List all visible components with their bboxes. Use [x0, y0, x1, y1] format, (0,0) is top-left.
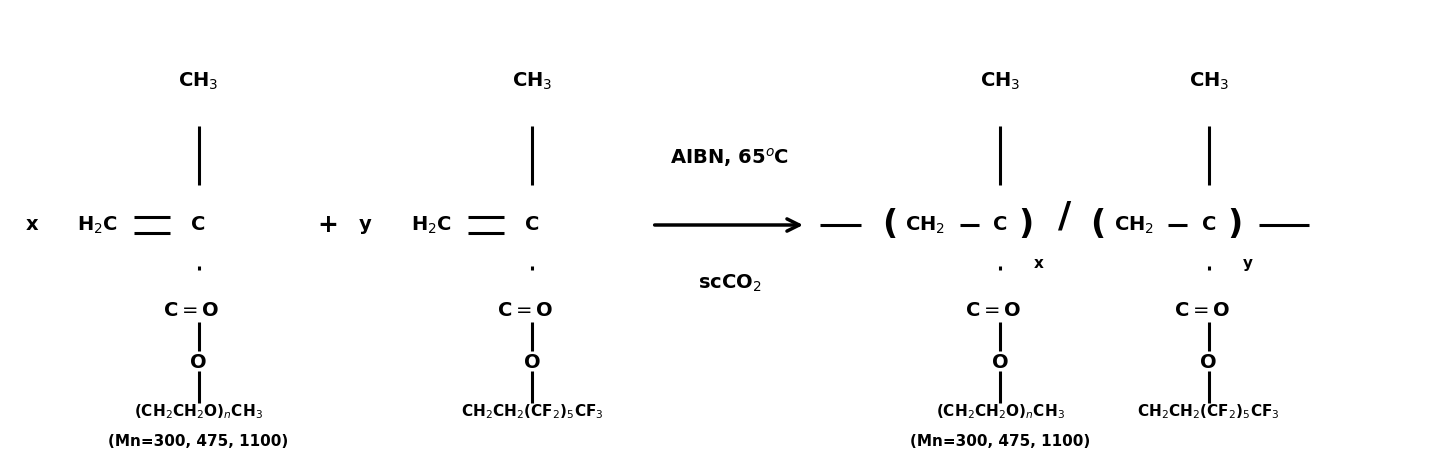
Text: (CH$_2$CH$_2$O)$_n$CH$_3$: (CH$_2$CH$_2$O)$_n$CH$_3$ [935, 402, 1065, 421]
Text: CH$_2$: CH$_2$ [905, 214, 945, 236]
Text: /: / [1058, 199, 1072, 233]
Text: ): ) [1019, 208, 1033, 242]
Text: (Mn=300, 475, 1100): (Mn=300, 475, 1100) [909, 433, 1091, 449]
Text: C$=$O: C$=$O [1174, 301, 1229, 320]
Text: H$_2$C: H$_2$C [412, 214, 452, 236]
Text: O: O [991, 353, 1009, 372]
Text: C: C [525, 216, 540, 234]
Text: (: ( [882, 208, 896, 242]
Text: (CH$_2$CH$_2$O)$_n$CH$_3$: (CH$_2$CH$_2$O)$_n$CH$_3$ [134, 402, 263, 421]
Text: C: C [993, 216, 1007, 234]
Text: CH$_3$: CH$_3$ [178, 70, 219, 92]
Text: scCO$_2$: scCO$_2$ [698, 273, 761, 294]
Text: CH$_3$: CH$_3$ [1189, 70, 1229, 92]
Text: y: y [360, 216, 371, 234]
Text: CH$_2$CH$_2$(CF$_2$)$_5$CF$_3$: CH$_2$CH$_2$(CF$_2$)$_5$CF$_3$ [460, 402, 604, 421]
Text: ): ) [1227, 208, 1242, 242]
Text: CH$_2$CH$_2$(CF$_2$)$_5$CF$_3$: CH$_2$CH$_2$(CF$_2$)$_5$CF$_3$ [1137, 402, 1281, 421]
Text: (: ( [1091, 208, 1105, 242]
Text: CH$_3$: CH$_3$ [512, 70, 553, 92]
Text: O: O [190, 353, 207, 372]
Text: C$=$O: C$=$O [164, 301, 219, 320]
Text: O: O [1200, 353, 1217, 372]
Text: H$_2$C: H$_2$C [78, 214, 118, 236]
Text: x: x [26, 216, 37, 234]
Text: C$=$O: C$=$O [498, 301, 553, 320]
Text: O: O [524, 353, 541, 372]
Text: CH$_3$: CH$_3$ [980, 70, 1020, 92]
Text: (Mn=300, 475, 1100): (Mn=300, 475, 1100) [108, 433, 289, 449]
Text: +: + [318, 213, 338, 237]
Text: CH$_2$: CH$_2$ [1114, 214, 1154, 236]
Text: AIBN, 65$^o$C: AIBN, 65$^o$C [671, 146, 789, 169]
Text: x: x [1035, 256, 1043, 271]
Text: y: y [1243, 256, 1252, 271]
Text: C: C [191, 216, 206, 234]
Text: C: C [1202, 216, 1216, 234]
Text: C$=$O: C$=$O [966, 301, 1020, 320]
